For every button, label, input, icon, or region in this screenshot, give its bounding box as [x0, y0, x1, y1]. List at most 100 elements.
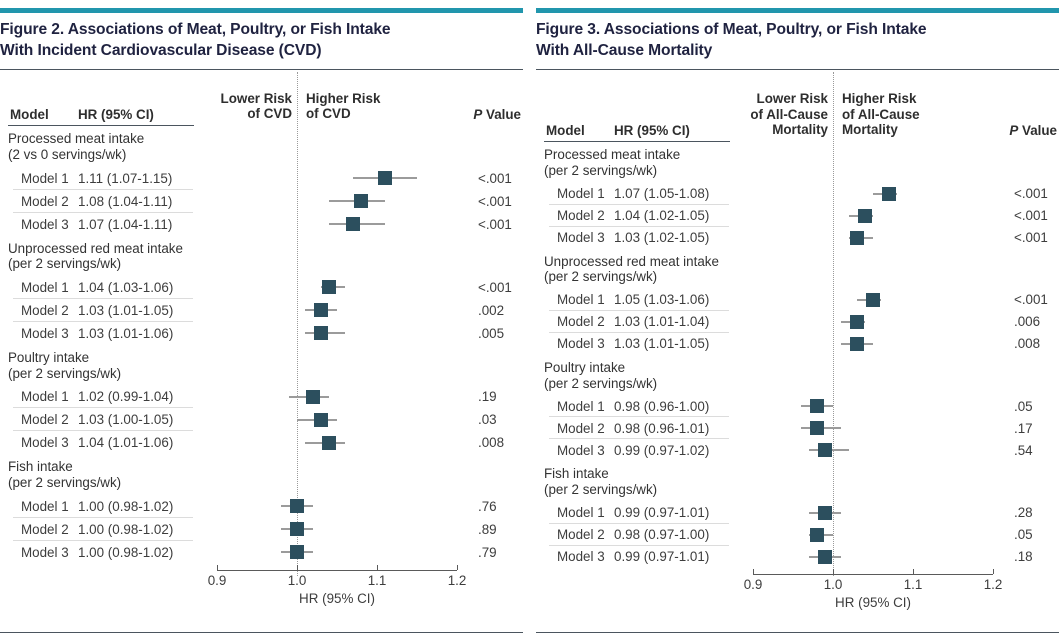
- hr-ci-value: 1.03 (1.01-1.06): [78, 325, 174, 341]
- forest-row: Model 2 1.04 (1.02-1.05) <.001: [536, 205, 1059, 227]
- axis-tick-label: 1.0: [823, 576, 843, 592]
- forest-row: Model 1 0.99 (0.97-1.01) .28: [536, 502, 1059, 524]
- group-sub: (per 2 servings/wk): [8, 256, 122, 272]
- row-plot: [736, 502, 1000, 524]
- p-value: .002: [478, 302, 505, 318]
- hr-ci-value: 1.03 (1.00-1.05): [78, 412, 174, 428]
- row-plot: [200, 299, 464, 322]
- model-label: Model 1: [21, 279, 69, 295]
- row-table: Model 1 1.02 (0.99-1.04): [0, 385, 200, 409]
- model-label: Model 1: [557, 505, 605, 521]
- group-header: Unprocessed red meat intake (per 2 servi…: [0, 236, 523, 276]
- hr-marker: [346, 217, 360, 231]
- axis-tick: [832, 568, 834, 575]
- model-label: Model 1: [557, 186, 605, 201]
- axis-tick-label: 0.9: [207, 572, 227, 588]
- figure-2-panel: Figure 2. Associations of Meat, Poultry,…: [0, 8, 523, 633]
- group-rows: Model 1 1.00 (0.98-1.02) .76 Model 2 1.0…: [0, 495, 523, 564]
- risk-direction-headers: Lower Risk of All-Cause Mortality Higher…: [736, 78, 1000, 138]
- column-headers: Model HR (95% CI) Lower Risk of All-Caus…: [536, 78, 1059, 138]
- forest-row: Model 2 1.08 (1.04-1.11) <.001: [0, 190, 523, 213]
- hr-marker: [290, 522, 304, 537]
- hr-ci-value: 1.03 (1.02-1.05): [614, 230, 710, 245]
- hr-ci-value: 1.07 (1.05-1.08): [614, 186, 710, 201]
- hr-marker: [306, 389, 320, 404]
- p-value: .008: [1014, 336, 1041, 352]
- forest-plot: Model HR (95% CI) Lower Risk of All-Caus…: [536, 70, 1059, 632]
- hr-marker: [882, 186, 896, 201]
- model-label: Model 3: [21, 216, 69, 232]
- row-table: Model 2 1.03 (1.01-1.05): [0, 299, 200, 322]
- p-value: .76: [478, 498, 497, 514]
- forest-row: Model 1 1.00 (0.98-1.02) .76: [0, 495, 523, 518]
- forest-row: Model 3 1.03 (1.01-1.06) .005: [0, 322, 523, 345]
- row-table: Model 1 1.11 (1.07-1.15): [0, 167, 200, 190]
- forest-row: Model 2 1.03 (1.01-1.05) .002: [0, 299, 523, 322]
- p-value: <.001: [478, 279, 512, 295]
- row-table: Model 3 0.99 (0.97-1.01): [536, 546, 736, 568]
- p-value: .05: [1014, 527, 1033, 543]
- title-rule: [536, 69, 1059, 71]
- forest-row: Model 2 1.03 (1.00-1.05) .03: [0, 408, 523, 432]
- row-table: Model 1 1.05 (1.03-1.06): [536, 289, 736, 311]
- p-value-column-header: P Value: [464, 107, 523, 122]
- group-header: Fish intake (per 2 servings/wk): [536, 461, 1059, 501]
- group-rows: Model 1 1.05 (1.03-1.06) <.001 Model 2 1…: [536, 289, 1059, 355]
- axis-line: [753, 573, 993, 575]
- figure-3-panel: Figure 3. Associations of Meat, Poultry,…: [536, 8, 1059, 633]
- model-label: Model 1: [21, 498, 69, 514]
- group-rows: Model 1 1.04 (1.03-1.06) <.001 Model 2 1…: [0, 276, 523, 345]
- model-label: Model 3: [557, 230, 605, 245]
- row-table: Model 1 1.04 (1.03-1.06): [0, 276, 200, 299]
- axis-tick: [992, 568, 994, 575]
- forest-row: Model 3 0.99 (0.97-1.01) .18: [536, 546, 1059, 568]
- row-plot: [200, 322, 464, 345]
- p-value: .28: [1014, 505, 1033, 521]
- forest-row: Model 2 1.03 (1.01-1.04) .006: [536, 311, 1059, 333]
- reference-line: [833, 72, 834, 576]
- p-value-column-header: P Value: [1000, 123, 1059, 138]
- model-label: Model 2: [557, 314, 605, 330]
- row-table: Model 1 1.07 (1.05-1.08): [536, 183, 736, 205]
- hr-ci-value: 0.98 (0.97-1.00): [614, 527, 710, 543]
- model-label: Model 3: [21, 544, 69, 560]
- hr-marker: [290, 499, 304, 514]
- forest-row: Model 1 1.07 (1.05-1.08) <.001: [536, 183, 1059, 205]
- row-table: Model 1 0.98 (0.96-1.00): [536, 395, 736, 418]
- model-label: Model 3: [557, 336, 605, 352]
- p-italic: P: [473, 107, 483, 123]
- hr-ci-value: 1.03 (1.01-1.04): [614, 314, 710, 330]
- forest-row: Model 3 1.03 (1.01-1.05) .008: [536, 333, 1059, 355]
- groups: Processed meat intake (2 vs 0 servings/w…: [0, 126, 523, 563]
- model-label: Model 2: [557, 208, 605, 223]
- group-sub: (per 2 servings/wk): [8, 474, 122, 490]
- group-header: Processed meat intake (2 vs 0 servings/w…: [0, 126, 523, 166]
- p-value: .17: [1014, 420, 1033, 436]
- group-name: Fish intake: [544, 466, 609, 482]
- p-value: <.001: [478, 193, 512, 209]
- hr-ci-value: 1.00 (0.98-1.02): [78, 544, 174, 560]
- row-table: Model 2 0.98 (0.96-1.01): [536, 417, 736, 440]
- forest-row: Model 3 1.00 (0.98-1.02) .79: [0, 541, 523, 564]
- groups: Processed meat intake (per 2 servings/wk…: [536, 142, 1059, 567]
- intake-group: Unprocessed red meat intake (per 2 servi…: [536, 249, 1059, 355]
- model-label: Model 3: [557, 549, 605, 565]
- model-label: Model 3: [557, 442, 605, 458]
- hr-ci-value: 1.03 (1.01-1.05): [78, 302, 174, 318]
- group-header: Poultry intake (per 2 servings/wk): [536, 355, 1059, 395]
- row-plot: [200, 213, 464, 236]
- hr-column-header: HR (95% CI): [614, 123, 690, 139]
- figure-title: Figure 3. Associations of Meat, Poultry,…: [536, 21, 927, 59]
- row-plot: [736, 311, 1000, 333]
- hr-ci-value: 1.11 (1.07-1.15): [78, 170, 173, 186]
- row-plot: [736, 289, 1000, 311]
- forest-row: Model 2 1.00 (0.98-1.02) .89: [0, 518, 523, 541]
- hr-ci-value: 1.04 (1.03-1.06): [78, 279, 174, 295]
- forest-plot: Model HR (95% CI) Lower Risk of CVD High…: [0, 70, 523, 632]
- axis-tick-label: 0.9: [743, 576, 763, 592]
- hr-marker: [322, 280, 336, 295]
- group-rows: Model 1 0.98 (0.96-1.00) .05 Model 2 0.9…: [536, 395, 1059, 461]
- p-value: .008: [478, 435, 505, 451]
- row-plot: [200, 408, 464, 431]
